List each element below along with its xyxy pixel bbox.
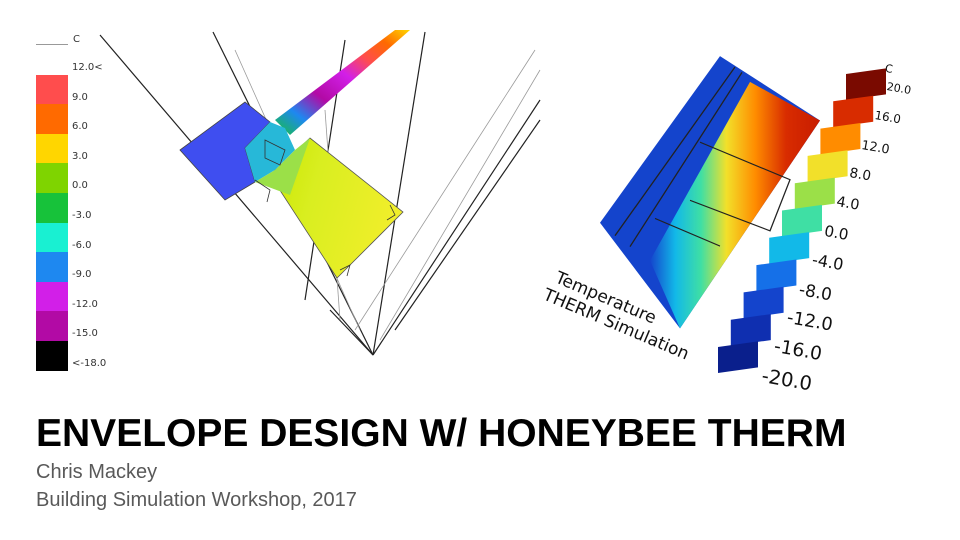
frame-warm-section — [255, 138, 310, 195]
right-legend-swatch — [743, 286, 784, 319]
left-legend-label: -9.0 — [72, 269, 92, 281]
left-legend-label: -15.0 — [72, 328, 98, 340]
left-legend-swatch — [36, 45, 68, 75]
left-legend-swatch — [36, 311, 68, 341]
glass-pane-gradient — [275, 30, 410, 135]
left-legend-swatch — [36, 193, 68, 223]
wireframe-lines — [99, 31, 541, 356]
left-legend-label: -6.0 — [72, 239, 92, 251]
slide-event: Building Simulation Workshop, 2017 — [36, 489, 357, 511]
window-frame-3d-simulation — [99, 30, 541, 356]
right-legend-swatch — [833, 95, 874, 128]
right-legend-swatch — [718, 341, 758, 373]
right-legend-swatch — [807, 150, 848, 182]
left-legend-unit: C — [73, 34, 80, 45]
right-temperature-legend: 20.0 16.0 12.0 8.0 4.0 0.0 -4.0 -8.0 -12.0 -16.0-… — [718, 58, 912, 395]
frame-detail-lines — [254, 139, 396, 277]
left-legend-swatch — [36, 133, 68, 164]
left-legend-swatch — [36, 104, 68, 134]
slide-author: Chris Mackey — [36, 461, 158, 483]
right-legend-swatch — [820, 122, 861, 155]
left-legend-label: 6.0 — [72, 121, 88, 133]
left-legend-label: 12.0< — [72, 62, 103, 73]
right-legend-swatch — [794, 177, 835, 210]
left-legend-swatch — [36, 341, 68, 371]
left-legend-swatch — [36, 281, 68, 312]
slide-title: ENVELOPE DESIGN W/ HONEYBEE THERM — [36, 412, 847, 455]
left-legend-swatch — [36, 222, 68, 253]
right-legend-unit: C — [884, 62, 894, 76]
therm-warm-region — [650, 81, 820, 329]
left-legend-label: 9.0 — [72, 91, 88, 103]
therm-2d-simulation — [600, 56, 820, 329]
right-legend-swatch — [730, 314, 771, 346]
frame-transition-section — [245, 122, 295, 182]
therm-section-lines — [614, 66, 791, 248]
left-legend-label: 0.0 — [72, 180, 88, 192]
left-legend-swatch — [36, 74, 68, 105]
right-legend-swatches — [718, 68, 886, 373]
right-legend-swatch — [769, 232, 810, 264]
left-legend-swatch — [36, 163, 68, 193]
right-legend-label: 4.0 — [835, 193, 861, 214]
left-legend-label: -12.0 — [72, 298, 98, 310]
right-legend-swatch — [756, 259, 797, 292]
right-legend-swatch — [782, 204, 822, 237]
left-legend-label: 3.0 — [72, 150, 88, 162]
left-legend-label: -3.0 — [72, 210, 92, 221]
wireframe-light-lines — [234, 49, 541, 341]
left-legend-swatch — [36, 252, 68, 282]
left-legend-label: <-18.0 — [72, 358, 107, 369]
right-legend-swatch — [846, 68, 886, 101]
